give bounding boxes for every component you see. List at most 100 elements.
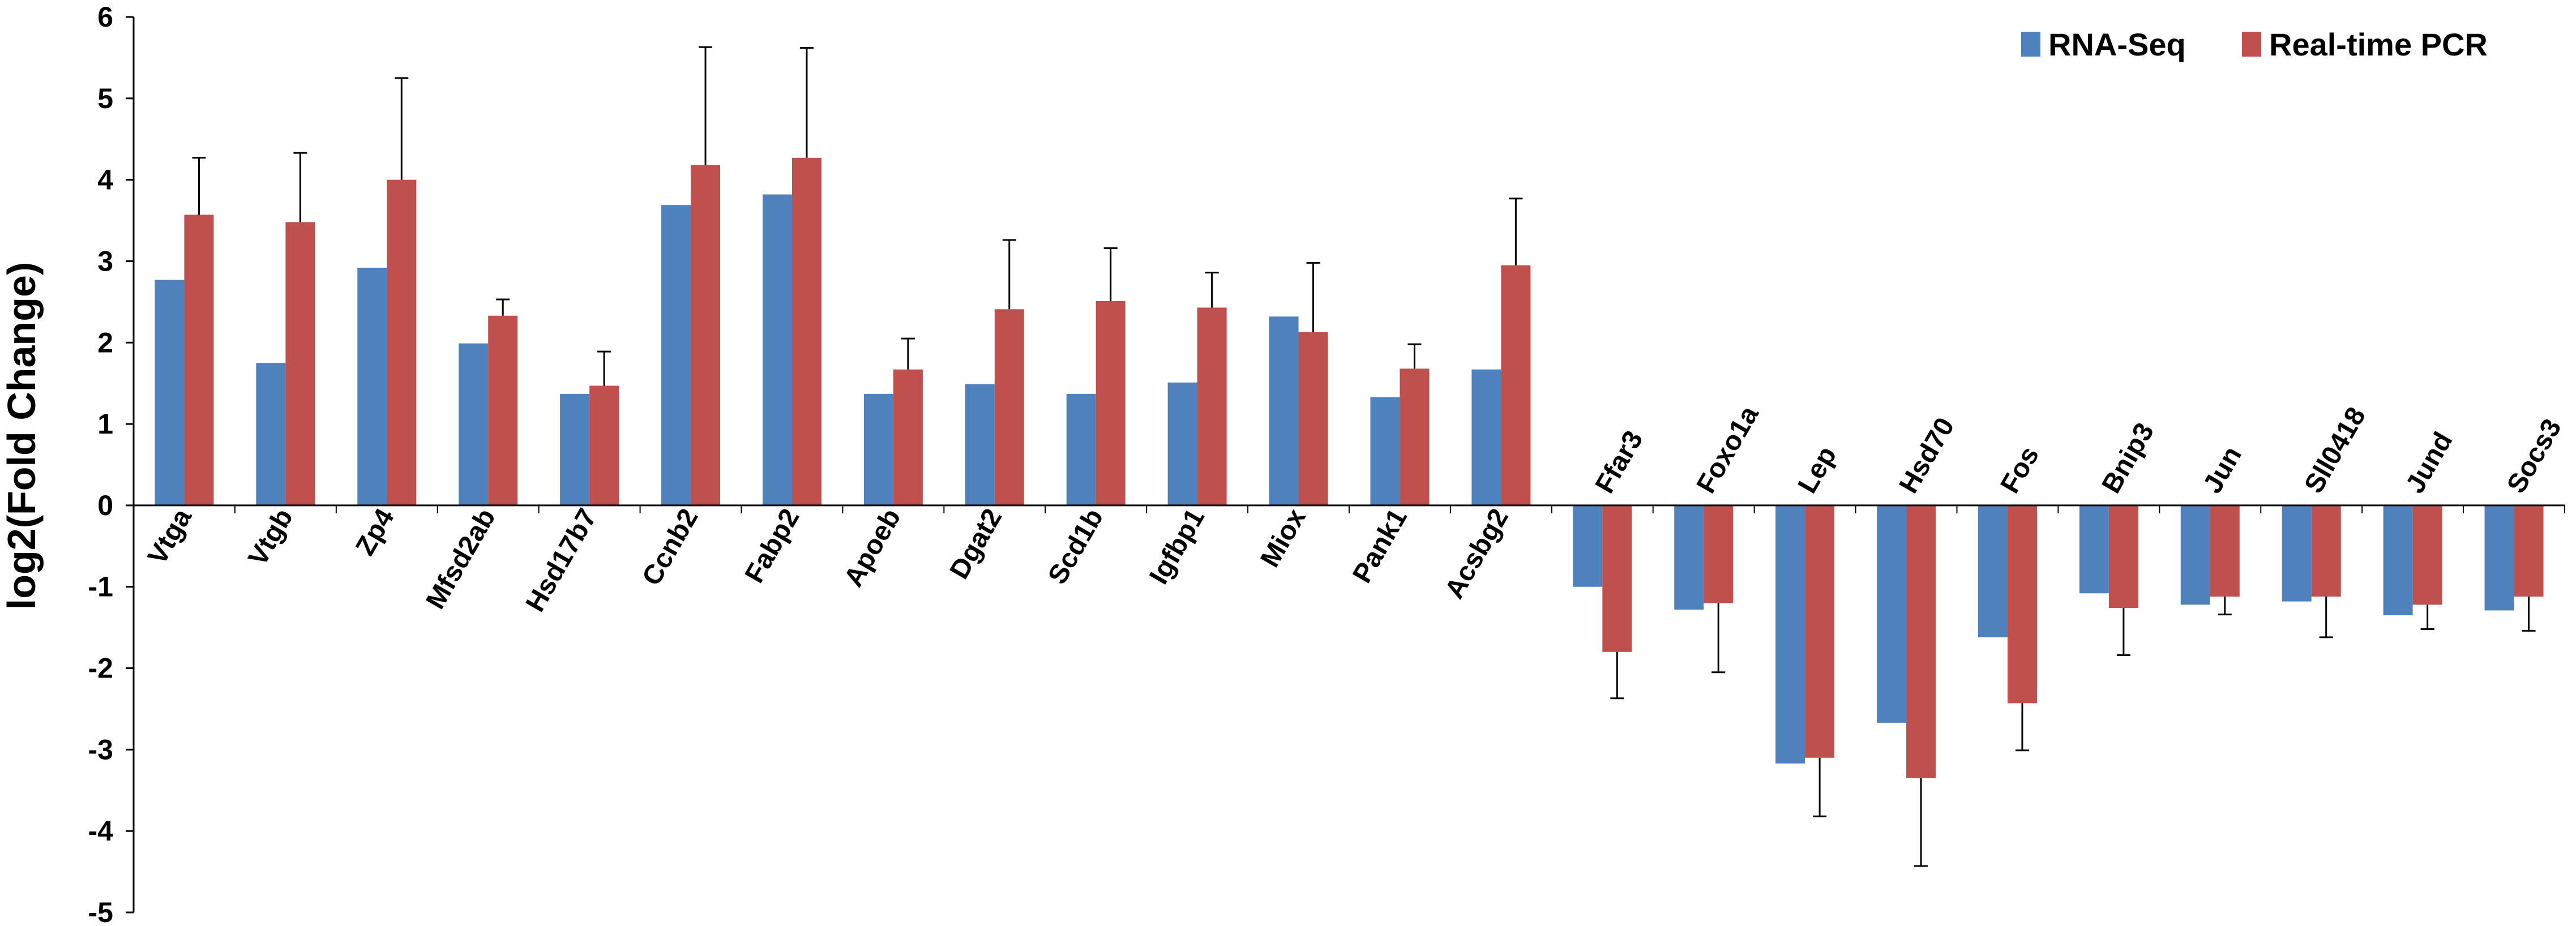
- bar-rnaseq-apoeb: [863, 393, 893, 505]
- bars-layer: [155, 157, 2544, 778]
- error-bar-fabp2: [799, 47, 814, 158]
- bar-rnaseq-acsbg2: [1471, 369, 1501, 505]
- bar-pcr-ffar3: [1602, 505, 1632, 652]
- bar-rnaseq-jund: [2383, 505, 2413, 616]
- y-tick-label: -4: [88, 815, 114, 847]
- category-label-miox: Miox: [1255, 504, 1312, 572]
- bar-pcr-mfsd2ab: [488, 315, 518, 505]
- error-bar-igfbp1: [1205, 272, 1219, 308]
- category-label-pank1: Pank1: [1347, 504, 1413, 588]
- bar-rnaseq-igfbp1: [1167, 382, 1197, 505]
- axis-layer: 6 5 4 3 2 1 0 -1 -2 -3 -4 -5: [88, 1, 2565, 926]
- bar-rnaseq-bnip3: [2079, 505, 2109, 594]
- legend-item-pcr: Real-time PCR: [2242, 27, 2488, 62]
- y-tick-label: 1: [97, 408, 113, 440]
- category-label-sll0418: Sll0418: [2299, 402, 2372, 499]
- bar-pcr-foxo1a: [1704, 505, 1734, 603]
- error-bar-fos: [2015, 703, 2029, 752]
- bar-pcr-miox: [1298, 332, 1328, 505]
- error-bar-dgat2: [1002, 239, 1016, 310]
- category-label-apoeb: Apoeb: [838, 504, 907, 592]
- bar-pcr-bnip3: [2108, 505, 2138, 608]
- error-bar-mfsd2ab: [496, 298, 510, 316]
- error-bar-vtgb: [293, 152, 307, 222]
- legend-label: Real-time PCR: [2269, 27, 2488, 62]
- error-bar-hsd70: [1914, 778, 1928, 867]
- y-tick-label: 5: [97, 83, 113, 114]
- bar-rnaseq-zp4: [357, 267, 387, 505]
- y-tick-label: 0: [97, 490, 113, 521]
- error-bar-apoeb: [901, 337, 915, 370]
- bar-pcr-hsd70: [1906, 505, 1936, 778]
- y-tick-label: 2: [97, 327, 113, 358]
- bar-pcr-jun: [2210, 505, 2240, 597]
- bar-rnaseq-pank1: [1370, 397, 1400, 505]
- bar-rnaseq-foxo1a: [1674, 505, 1704, 610]
- legend-item-rnaseq: RNA-Seq: [2021, 27, 2186, 62]
- category-label-fos: Fos: [1995, 441, 2046, 498]
- bar-pcr-hsd17b7: [589, 385, 619, 505]
- bar-pcr-lep: [1805, 505, 1835, 758]
- category-label-acsbg2: Acsbg2: [1439, 504, 1514, 604]
- error-bar-bnip3: [2116, 608, 2130, 657]
- bar-rnaseq-hsd70: [1877, 505, 1907, 723]
- error-bar-foxo1a: [1711, 603, 1726, 674]
- bar-rnaseq-hsd17b7: [560, 393, 590, 505]
- error-bar-ffar3: [1610, 651, 1624, 700]
- error-bar-vtga: [192, 157, 206, 215]
- bar-pcr-sll0418: [2311, 505, 2341, 597]
- bar-pcr-socs3: [2514, 505, 2544, 597]
- bar-pcr-acsbg2: [1501, 265, 1531, 505]
- error-bar-miox: [1306, 261, 1320, 332]
- error-bar-jund: [2420, 605, 2434, 631]
- error-bar-sll0418: [2319, 596, 2333, 638]
- bar-rnaseq-vtgb: [256, 363, 286, 505]
- bar-rnaseq-fos: [1978, 505, 2008, 637]
- bar-pcr-pank1: [1400, 368, 1430, 505]
- category-label-ccnb2: Ccnb2: [636, 504, 704, 591]
- error-bars-layer: [192, 46, 2536, 867]
- bar-rnaseq-fabp2: [762, 194, 792, 505]
- bar-pcr-igfbp1: [1197, 307, 1227, 505]
- bar-rnaseq-ffar3: [1573, 505, 1603, 587]
- bar-pcr-jund: [2412, 505, 2442, 605]
- y-tick-label: 4: [97, 164, 113, 196]
- bar-rnaseq-socs3: [2484, 505, 2514, 611]
- category-label-mfsd2ab: Mfsd2ab: [420, 504, 501, 614]
- error-bar-lep: [1813, 757, 1827, 817]
- bar-rnaseq-mfsd2ab: [459, 343, 489, 505]
- bar-rnaseq-vtga: [155, 280, 185, 505]
- bar-rnaseq-dgat2: [965, 384, 995, 505]
- category-label-dgat2: Dgat2: [944, 504, 1008, 584]
- category-label-hsd70: Hsd70: [1894, 413, 1961, 498]
- bar-pcr-vtgb: [285, 222, 315, 505]
- category-label-fabp2: Fabp2: [739, 504, 806, 588]
- category-label-jun: Jun: [2197, 441, 2248, 498]
- bar-pcr-apoeb: [893, 369, 923, 505]
- legend: RNA-Seq Real-time PCR: [2021, 27, 2488, 62]
- category-label-zp4: Zp4: [350, 504, 400, 561]
- category-label-jund: Jund: [2400, 427, 2458, 499]
- bar-pcr-zp4: [387, 179, 417, 505]
- y-tick-label: -3: [88, 734, 113, 765]
- category-label-hsd17b7: Hsd17b7: [520, 504, 603, 617]
- error-bar-socs3: [2522, 596, 2536, 632]
- bar-rnaseq-sll0418: [2282, 505, 2312, 602]
- bar-pcr-fos: [2007, 505, 2037, 704]
- bar-rnaseq-miox: [1269, 316, 1299, 505]
- bar-rnaseq-jun: [2180, 505, 2210, 605]
- y-tick-label: 6: [97, 1, 113, 33]
- y-tick-label: -5: [88, 897, 113, 926]
- error-bar-ccnb2: [699, 46, 713, 165]
- error-bar-acsbg2: [1509, 198, 1523, 265]
- y-tick-label: -1: [88, 571, 113, 603]
- category-label-foxo1a: Foxo1a: [1691, 401, 1765, 498]
- category-label-vtgb: Vtgb: [243, 504, 299, 571]
- legend-label: RNA-Seq: [2048, 27, 2186, 62]
- category-label-scd1b: Scd1b: [1042, 504, 1109, 589]
- bar-rnaseq-scd1b: [1066, 393, 1096, 505]
- legend-swatch: [2021, 32, 2040, 57]
- category-label-bnip3: Bnip3: [2096, 418, 2160, 498]
- category-label-vtga: Vtga: [142, 504, 198, 570]
